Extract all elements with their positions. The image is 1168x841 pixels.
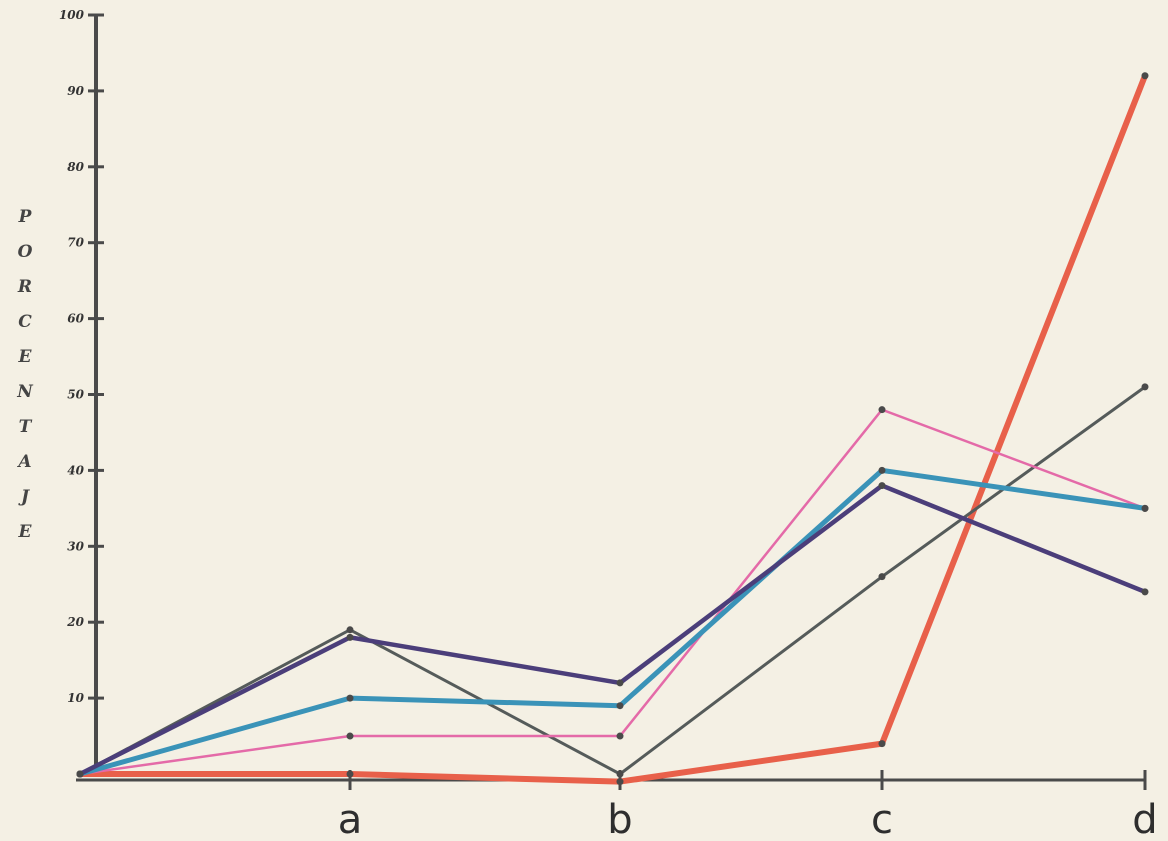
y-label-letter: N: [16, 382, 34, 402]
data-point: [1141, 504, 1149, 512]
y-tick-label: 20: [66, 615, 84, 629]
data-point: [616, 770, 624, 778]
y-label-letter: P: [18, 207, 33, 227]
data-point: [878, 406, 886, 414]
y-label-letter: E: [18, 522, 33, 542]
series-line: [77, 72, 1148, 785]
x-tick-label: c: [871, 797, 893, 841]
data-point: [878, 740, 886, 748]
y-tick-label: 80: [67, 160, 84, 174]
data-point: [616, 702, 624, 710]
series-4: [76, 466, 1149, 778]
series-3: [76, 406, 1149, 778]
y-label-letter: C: [18, 312, 32, 332]
data-point: [346, 732, 354, 740]
series-line: [78, 385, 1147, 776]
data-point: [1141, 588, 1149, 596]
y-tick-label: 10: [67, 691, 84, 705]
y-tick-label: 50: [67, 388, 84, 402]
series-5: [76, 482, 1149, 778]
axes: 10 20 30 40 50 60 70 80 90 100 a b c d: [59, 8, 1158, 841]
y-tick-label: 40: [67, 463, 84, 477]
y-tick-label: 70: [67, 236, 84, 250]
y-label-letter: E: [18, 347, 33, 367]
y-label-letter: T: [19, 417, 33, 437]
y-tick-label: 100: [59, 8, 85, 22]
data-point: [616, 732, 624, 740]
data-point: [346, 694, 354, 702]
data-point: [616, 679, 624, 687]
data-point: [616, 778, 624, 786]
x-tick-label: b: [607, 797, 632, 841]
data-point: [1141, 72, 1149, 80]
series-2: [76, 383, 1149, 778]
series-layer: [76, 72, 1149, 786]
data-point: [346, 770, 354, 778]
y-tick-label: 90: [67, 84, 84, 98]
y-label-letter: R: [17, 277, 32, 297]
data-point: [346, 633, 354, 641]
x-tick-label: d: [1132, 797, 1157, 841]
y-tick-label: 60: [67, 312, 84, 326]
data-point: [346, 626, 354, 634]
data-point: [76, 770, 84, 778]
x-tick-label: a: [338, 797, 363, 841]
series-line: [78, 408, 1147, 776]
y-label-letter: O: [18, 242, 33, 262]
series-line: [77, 467, 1148, 777]
y-tick-label: 30: [67, 539, 84, 553]
data-point: [878, 482, 886, 490]
series-1: [76, 72, 1149, 786]
y-label-letter: A: [16, 452, 31, 472]
data-point: [878, 466, 886, 474]
data-point: [1141, 383, 1149, 391]
data-point: [878, 573, 886, 581]
y-label-letter: J: [18, 487, 30, 507]
